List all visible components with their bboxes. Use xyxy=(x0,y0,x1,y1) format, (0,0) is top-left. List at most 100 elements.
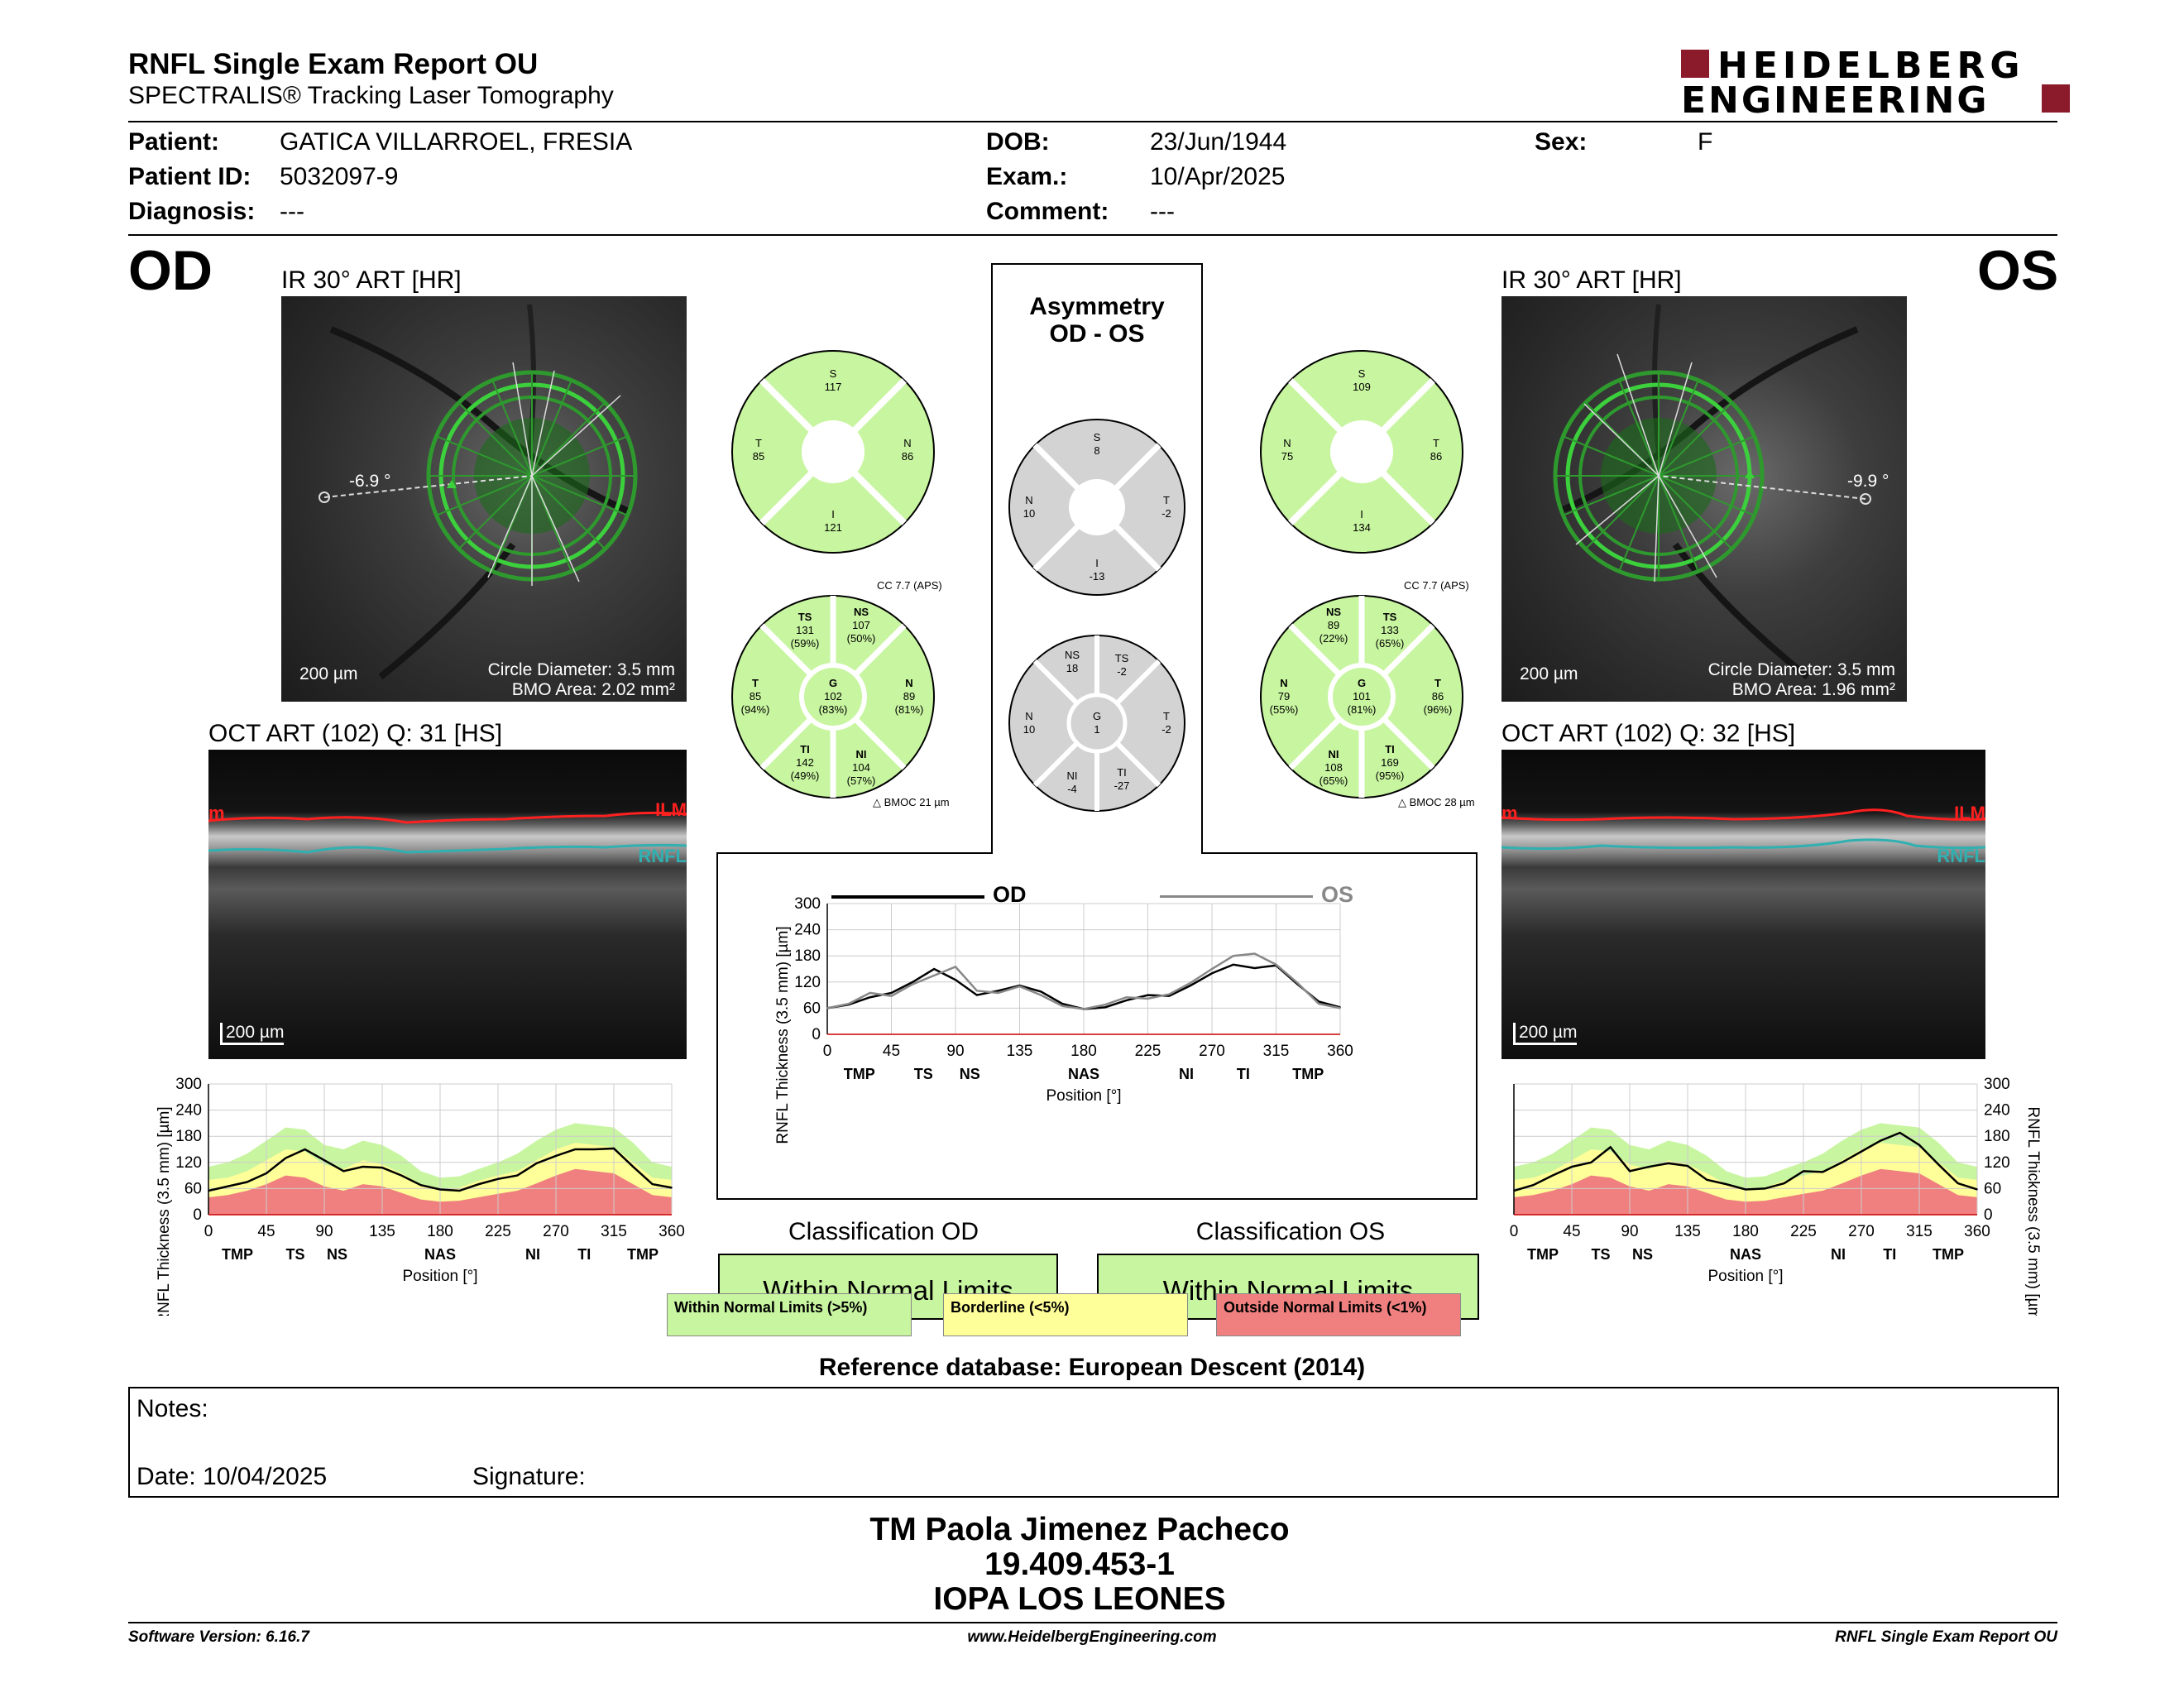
legend-borderline-label: Borderline (<5%) xyxy=(951,1299,1070,1316)
data-point xyxy=(1233,955,1234,957)
sex-label: Sex: xyxy=(1535,128,1588,156)
data-point xyxy=(1609,1146,1612,1149)
os-angle: -9.9 ° xyxy=(1847,472,1889,491)
x-tick-label: 315 xyxy=(601,1223,627,1240)
data-point xyxy=(955,966,956,968)
asym-sec-g-label: G xyxy=(1092,710,1102,722)
os-rnfl-label: RNFL xyxy=(1937,846,1985,866)
header-rule xyxy=(128,121,2057,122)
data-point xyxy=(1918,1144,1920,1146)
od-sec-ni-pct: (57%) xyxy=(846,774,876,787)
od-sec-ts-label: TS xyxy=(797,611,812,623)
x-axis-title: Position [°] xyxy=(1707,1268,1783,1285)
data-point xyxy=(1899,1132,1901,1134)
os-ilm-left: m xyxy=(1502,803,1518,823)
y-tick-label: 120 xyxy=(794,974,821,991)
data-point xyxy=(1040,990,1042,993)
os-sec-ni-value: 108 xyxy=(1324,761,1343,774)
os-ir-image: -9.9 ° 200 µm Circle Diameter: 3.5 mm BM… xyxy=(1502,296,1907,702)
od-sec-n-pct: (81%) xyxy=(894,703,924,716)
x-tick-label: 180 xyxy=(427,1223,453,1240)
data-point xyxy=(997,992,999,994)
x-tick-label: 90 xyxy=(315,1223,333,1240)
asym-title: Asymmetry OD - OS xyxy=(993,293,1201,348)
asym-sec-ti-label: TI xyxy=(1117,766,1127,779)
comment-value: --- xyxy=(1150,198,1175,225)
report-title: RNFL Single Exam Report OU xyxy=(128,48,539,80)
x-sector-label: NAS xyxy=(1068,1066,1099,1082)
x-sector-label: NAS xyxy=(424,1246,456,1263)
data-point xyxy=(593,1149,596,1150)
x-sector-label: TS xyxy=(914,1066,933,1082)
od-sec-ni-label: NI xyxy=(855,748,867,760)
x-tick-label: 180 xyxy=(1732,1223,1759,1240)
data-point xyxy=(1275,963,1277,966)
data-point xyxy=(285,1157,287,1159)
asym-sec-ns-value: 18 xyxy=(1066,662,1079,674)
data-point xyxy=(613,1148,615,1149)
od-scan-overlay xyxy=(318,304,638,680)
os-oct-image: m ILM RNFL 200 µm xyxy=(1502,750,1985,1059)
asym-sec-ni-value: -4 xyxy=(1067,783,1077,795)
asym-quad-s-value: 8 xyxy=(1094,444,1100,457)
asym-box-left xyxy=(991,263,993,854)
os-bmo-area: BMO Area: 1.96 mm² xyxy=(1731,680,1895,699)
data-point xyxy=(1083,1008,1085,1010)
data-point xyxy=(1956,1182,1959,1184)
od-quadrant-disc: S 117 T 85 N 86 I 121 xyxy=(730,349,936,554)
date-label: Date: 10/04/2025 xyxy=(136,1463,328,1490)
data-point xyxy=(826,1007,828,1009)
os-oct-scale: 200 µm xyxy=(1513,1023,1578,1045)
od-quad-i-label: I xyxy=(831,508,835,520)
os-label: OS xyxy=(1977,239,2059,302)
data-point xyxy=(1296,982,1299,984)
asym-quad-t-value: -2 xyxy=(1161,507,1171,520)
os-sec-ti-value: 169 xyxy=(1381,756,1399,769)
os-sec-g-value: 101 xyxy=(1353,690,1371,703)
asym-sec-ns-label: NS xyxy=(1064,649,1080,661)
data-point xyxy=(1125,996,1128,999)
data-point xyxy=(1861,1150,1862,1153)
asym-quad-i-value: -13 xyxy=(1089,570,1105,583)
asym-sec-t-label: T xyxy=(1163,710,1170,722)
x-sector-label: TS xyxy=(1591,1246,1610,1263)
legend-os-line xyxy=(1160,895,1313,898)
od-quad-n-label: N xyxy=(903,437,912,449)
x-tick-label: 45 xyxy=(257,1223,275,1240)
od-sec-t-pct: (94%) xyxy=(740,703,770,716)
x-tick-label: 315 xyxy=(1263,1043,1290,1060)
reference-database: Reference database: European Descent (20… xyxy=(818,1354,1366,1381)
patient-id-label: Patient ID: xyxy=(128,163,251,190)
y-tick-label: 60 xyxy=(803,1000,821,1017)
asym-sec-t-value: -2 xyxy=(1161,723,1171,736)
data-point xyxy=(362,1166,364,1168)
x-tick-label: 225 xyxy=(1135,1043,1161,1060)
data-point xyxy=(1211,968,1213,970)
od-sec-ni-value: 104 xyxy=(852,761,870,774)
y-tick-label: 300 xyxy=(175,1076,202,1093)
od-quad-t-value: 85 xyxy=(752,450,765,463)
x-tick-label: 0 xyxy=(823,1043,832,1060)
os-quad-t-label: T xyxy=(1433,437,1439,449)
os-sec-ts-pct: (65%) xyxy=(1375,637,1405,650)
data-point xyxy=(632,1166,635,1168)
notes-box[interactable]: Notes: Date: 10/04/2025 Signature: xyxy=(128,1387,2059,1498)
data-point xyxy=(1803,1170,1804,1172)
data-point xyxy=(1318,1003,1320,1005)
data-point xyxy=(912,983,914,985)
data-point xyxy=(1841,1162,1843,1163)
y-tick-label: 240 xyxy=(175,1102,202,1120)
x-tick-label: 45 xyxy=(883,1043,900,1060)
data-point xyxy=(1168,995,1171,997)
od-sec-ti-label: TI xyxy=(800,743,810,755)
os-quad-i-label: I xyxy=(1360,508,1363,520)
os-sector-disc: NS 89 (22%) TS 133 (65%) N 79 (55%) G 101 (81%) … xyxy=(1259,594,1464,799)
od-sec-t-value: 85 xyxy=(749,690,762,703)
x-sector-label: NI xyxy=(525,1246,540,1263)
data-point xyxy=(1725,1183,1727,1185)
od-bmoc: △ BMOC 21 µm xyxy=(873,796,950,808)
data-point xyxy=(890,992,893,994)
website-link[interactable]: www.HeidelbergEngineering.com xyxy=(967,1628,1217,1646)
x-sector-label: NS xyxy=(1632,1246,1653,1263)
od-sec-ns-pct: (50%) xyxy=(846,632,876,645)
